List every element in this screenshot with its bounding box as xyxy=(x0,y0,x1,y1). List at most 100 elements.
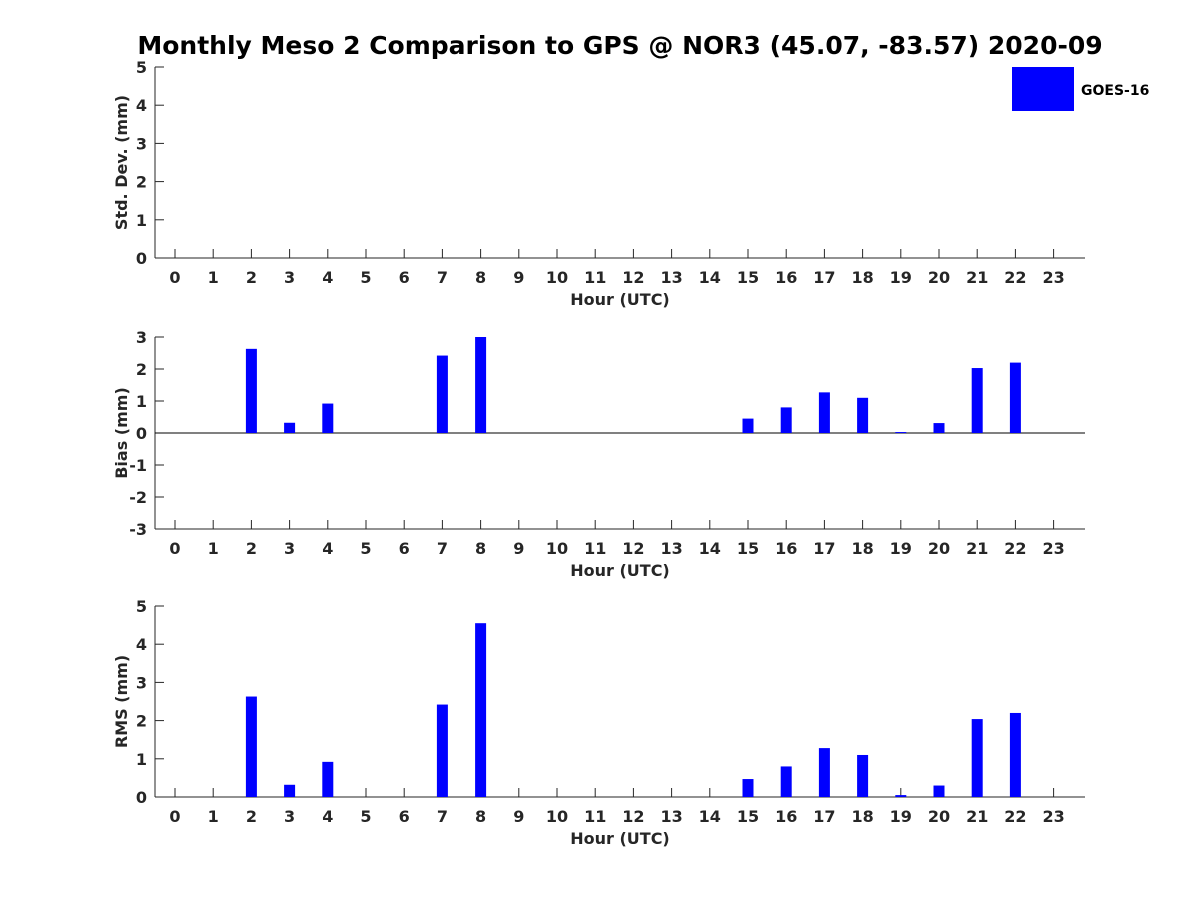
y-tick-label: 2 xyxy=(136,360,147,379)
bar-hour-15 xyxy=(742,418,754,433)
x-tick-label: 1 xyxy=(208,807,219,826)
bar-hour-8 xyxy=(475,623,487,797)
x-tick-label: 18 xyxy=(851,807,873,826)
x-tick-label: 2 xyxy=(246,268,257,287)
x-tick-label: 14 xyxy=(699,268,721,287)
x-tick-label: 22 xyxy=(1004,539,1026,558)
bar-hour-2 xyxy=(245,348,257,433)
x-tick-label: 3 xyxy=(284,807,295,826)
x-tick-label: 8 xyxy=(475,539,486,558)
x-tick-label: 0 xyxy=(169,539,180,558)
x-tick-label: 7 xyxy=(437,268,448,287)
x-tick-label: 21 xyxy=(966,268,988,287)
chart-title: Monthly Meso 2 Comparison to GPS @ NOR3 … xyxy=(137,31,1102,60)
x-tick-label: 19 xyxy=(890,268,912,287)
y-tick-label: 5 xyxy=(136,58,147,77)
bar-hour-19 xyxy=(895,795,907,797)
y-tick-label: -2 xyxy=(129,488,147,507)
bar-hour-19 xyxy=(895,432,907,434)
bar-hour-22 xyxy=(1009,362,1021,433)
x-tick-label: 2 xyxy=(246,807,257,826)
y-axis-label: RMS (mm) xyxy=(112,655,131,748)
x-tick-label: 20 xyxy=(928,807,950,826)
y-tick-label: 5 xyxy=(136,597,147,616)
bar-hour-7 xyxy=(436,704,448,797)
x-tick-label: 10 xyxy=(546,807,568,826)
x-tick-label: 3 xyxy=(284,539,295,558)
y-tick-label: 2 xyxy=(136,173,147,192)
x-tick-label: 11 xyxy=(584,539,606,558)
x-tick-label: 20 xyxy=(928,539,950,558)
bar-hour-7 xyxy=(436,355,448,433)
x-tick-label: 6 xyxy=(399,539,410,558)
x-tick-label: 17 xyxy=(813,268,835,287)
x-tick-label: 12 xyxy=(622,807,644,826)
bar-hour-8 xyxy=(475,337,487,433)
x-tick-label: 9 xyxy=(513,268,524,287)
x-tick-label: 2 xyxy=(246,539,257,558)
x-tick-label: 1 xyxy=(208,539,219,558)
x-tick-label: 5 xyxy=(360,268,371,287)
bar-hour-16 xyxy=(780,766,792,797)
x-tick-label: 15 xyxy=(737,539,759,558)
bar-hour-17 xyxy=(818,392,830,433)
bar-hour-16 xyxy=(780,407,792,433)
bar-hour-4 xyxy=(322,403,334,433)
legend-label-goes16: GOES-16 xyxy=(1081,83,1149,99)
y-tick-label: 3 xyxy=(136,328,147,347)
x-tick-label: 12 xyxy=(622,539,644,558)
x-tick-label: 13 xyxy=(660,268,682,287)
x-axis-label: Hour (UTC) xyxy=(570,561,670,580)
y-tick-label: 0 xyxy=(136,788,147,807)
y-tick-label: 0 xyxy=(136,424,147,443)
bar-hour-2 xyxy=(245,696,257,797)
y-tick-label: -3 xyxy=(129,520,147,539)
x-tick-label: 8 xyxy=(475,807,486,826)
x-tick-label: 21 xyxy=(966,807,988,826)
x-axis-label: Hour (UTC) xyxy=(570,290,670,309)
bar-hour-4 xyxy=(322,761,334,797)
x-tick-label: 23 xyxy=(1042,539,1064,558)
bar-hour-15 xyxy=(742,779,754,797)
x-tick-label: 9 xyxy=(513,807,524,826)
legend[interactable]: GOES-16 xyxy=(1012,67,1149,111)
y-axis-label: Std. Dev. (mm) xyxy=(112,95,131,230)
bar-hour-20 xyxy=(933,423,945,433)
x-tick-label: 4 xyxy=(322,539,333,558)
x-tick-label: 4 xyxy=(322,268,333,287)
x-tick-label: 19 xyxy=(890,539,912,558)
x-tick-label: 18 xyxy=(851,268,873,287)
x-tick-label: 5 xyxy=(360,807,371,826)
bar-hour-3 xyxy=(284,422,296,433)
bar-hour-21 xyxy=(971,719,983,797)
y-tick-label: 4 xyxy=(136,96,147,115)
y-tick-label: -1 xyxy=(129,456,147,475)
x-tick-label: 15 xyxy=(737,807,759,826)
y-tick-label: 1 xyxy=(136,392,147,411)
x-tick-label: 10 xyxy=(546,268,568,287)
x-tick-label: 22 xyxy=(1004,268,1026,287)
x-tick-label: 7 xyxy=(437,539,448,558)
bar-hour-17 xyxy=(818,748,830,797)
y-tick-label: 3 xyxy=(136,673,147,692)
x-axis-label: Hour (UTC) xyxy=(570,829,670,848)
x-tick-label: 9 xyxy=(513,539,524,558)
x-tick-label: 13 xyxy=(660,539,682,558)
x-tick-label: 16 xyxy=(775,268,797,287)
x-tick-label: 14 xyxy=(699,539,721,558)
bar-hour-18 xyxy=(857,754,869,797)
y-tick-label: 3 xyxy=(136,134,147,153)
x-tick-label: 11 xyxy=(584,807,606,826)
x-tick-label: 5 xyxy=(360,539,371,558)
x-tick-label: 21 xyxy=(966,539,988,558)
x-tick-label: 14 xyxy=(699,807,721,826)
x-tick-label: 3 xyxy=(284,268,295,287)
x-tick-label: 15 xyxy=(737,268,759,287)
x-tick-label: 6 xyxy=(399,807,410,826)
x-tick-label: 16 xyxy=(775,807,797,826)
